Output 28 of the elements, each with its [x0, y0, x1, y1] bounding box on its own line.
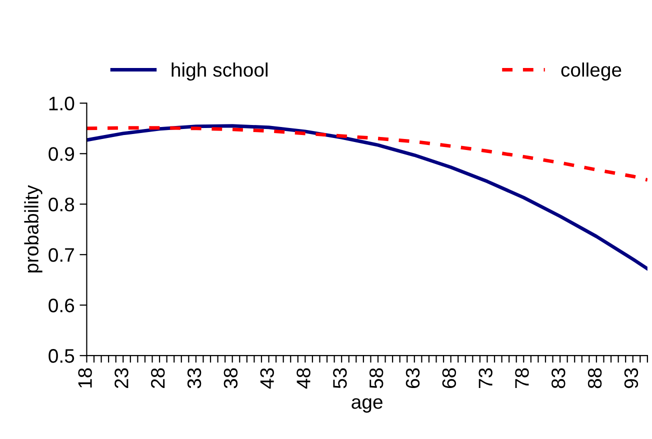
y-tick-label: 0.5: [48, 349, 74, 363]
x-tick-label: 38: [224, 368, 238, 388]
x-tick-label: 43: [260, 368, 274, 389]
line-series: [86, 124, 648, 270]
x-tick-label: 68: [442, 368, 456, 388]
x-tick-label: 58: [369, 368, 384, 388]
line-series: [86, 126, 648, 182]
x-tick-label: 73: [478, 368, 492, 388]
y-tick-label: 0.7: [48, 248, 74, 262]
legend-label: high school: [172, 62, 268, 81]
x-axis-title: age: [352, 398, 382, 413]
y-tick-label: 1.0: [49, 96, 74, 110]
y-tick-label: 0.8: [48, 198, 74, 212]
x-tick-label: 23: [114, 368, 128, 388]
x-tick-label: 48: [296, 368, 310, 389]
x-tick-label: 28: [150, 368, 165, 388]
legend-label: college: [561, 62, 622, 81]
y-axis-title: probability: [24, 185, 42, 272]
x-tick-label: 83: [552, 368, 566, 388]
x-tick-label: 63: [406, 368, 420, 388]
x-tick-label: 78: [515, 368, 529, 388]
y-tick-label: 0.6: [48, 298, 74, 312]
x-tick-label: 33: [187, 368, 202, 388]
y-tick-label: 0.9: [48, 147, 74, 161]
x-tick-label: 53: [333, 368, 347, 388]
x-tick-label: 93: [624, 368, 638, 388]
x-tick-label: 88: [588, 368, 602, 388]
x-tick-label: 18: [78, 368, 92, 388]
